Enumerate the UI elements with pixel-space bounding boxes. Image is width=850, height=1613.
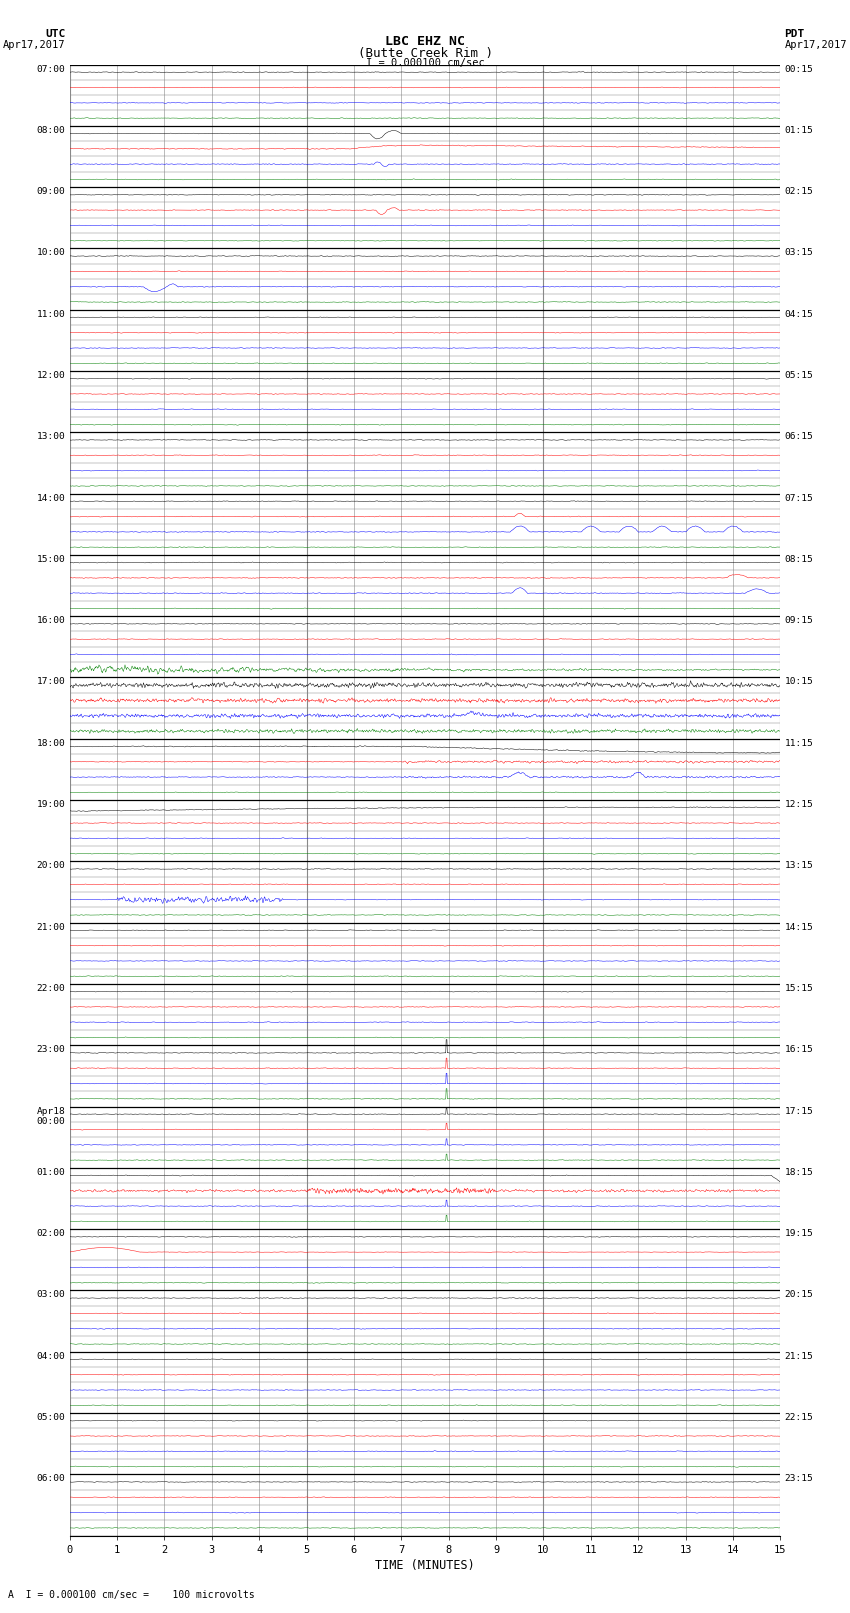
Text: 01:15: 01:15 <box>785 126 813 135</box>
Text: LBC EHZ NC: LBC EHZ NC <box>385 35 465 48</box>
Text: 22:15: 22:15 <box>785 1413 813 1423</box>
Text: 10:00: 10:00 <box>37 248 65 258</box>
Text: 10:15: 10:15 <box>785 677 813 687</box>
Text: 22:00: 22:00 <box>37 984 65 994</box>
Text: 03:00: 03:00 <box>37 1290 65 1300</box>
Text: 13:00: 13:00 <box>37 432 65 442</box>
Text: 02:00: 02:00 <box>37 1229 65 1239</box>
Text: 23:00: 23:00 <box>37 1045 65 1055</box>
Text: 12:00: 12:00 <box>37 371 65 381</box>
Text: 21:15: 21:15 <box>785 1352 813 1361</box>
Text: 04:15: 04:15 <box>785 310 813 319</box>
Text: 04:00: 04:00 <box>37 1352 65 1361</box>
Text: 14:00: 14:00 <box>37 494 65 503</box>
Text: 09:15: 09:15 <box>785 616 813 626</box>
Text: 05:15: 05:15 <box>785 371 813 381</box>
Text: 09:00: 09:00 <box>37 187 65 197</box>
Text: 12:15: 12:15 <box>785 800 813 810</box>
Text: 20:15: 20:15 <box>785 1290 813 1300</box>
Text: 16:00: 16:00 <box>37 616 65 626</box>
Text: I = 0.000100 cm/sec: I = 0.000100 cm/sec <box>366 58 484 68</box>
Text: Apr17,2017: Apr17,2017 <box>3 40 65 50</box>
Text: 00:15: 00:15 <box>785 65 813 74</box>
Text: 11:15: 11:15 <box>785 739 813 748</box>
Text: 08:15: 08:15 <box>785 555 813 565</box>
Text: 23:15: 23:15 <box>785 1474 813 1484</box>
Text: 03:15: 03:15 <box>785 248 813 258</box>
Text: 18:15: 18:15 <box>785 1168 813 1177</box>
Text: 19:15: 19:15 <box>785 1229 813 1239</box>
X-axis label: TIME (MINUTES): TIME (MINUTES) <box>375 1558 475 1571</box>
Text: UTC: UTC <box>45 29 65 39</box>
Text: 15:15: 15:15 <box>785 984 813 994</box>
Text: 02:15: 02:15 <box>785 187 813 197</box>
Text: 13:15: 13:15 <box>785 861 813 871</box>
Text: 17:00: 17:00 <box>37 677 65 687</box>
Text: A  I = 0.000100 cm/sec =    100 microvolts: A I = 0.000100 cm/sec = 100 microvolts <box>8 1590 255 1600</box>
Text: 07:15: 07:15 <box>785 494 813 503</box>
Text: 14:15: 14:15 <box>785 923 813 932</box>
Text: 01:00: 01:00 <box>37 1168 65 1177</box>
Text: 17:15: 17:15 <box>785 1107 813 1116</box>
Text: 18:00: 18:00 <box>37 739 65 748</box>
Text: PDT: PDT <box>785 29 805 39</box>
Text: (Butte Creek Rim ): (Butte Creek Rim ) <box>358 47 492 60</box>
Text: 16:15: 16:15 <box>785 1045 813 1055</box>
Text: 06:00: 06:00 <box>37 1474 65 1484</box>
Text: 11:00: 11:00 <box>37 310 65 319</box>
Text: 08:00: 08:00 <box>37 126 65 135</box>
Text: 06:15: 06:15 <box>785 432 813 442</box>
Text: Apr17,2017: Apr17,2017 <box>785 40 847 50</box>
Text: Apr18
00:00: Apr18 00:00 <box>37 1107 65 1126</box>
Text: 20:00: 20:00 <box>37 861 65 871</box>
Text: 05:00: 05:00 <box>37 1413 65 1423</box>
Text: 07:00: 07:00 <box>37 65 65 74</box>
Text: 19:00: 19:00 <box>37 800 65 810</box>
Text: 15:00: 15:00 <box>37 555 65 565</box>
Text: 21:00: 21:00 <box>37 923 65 932</box>
